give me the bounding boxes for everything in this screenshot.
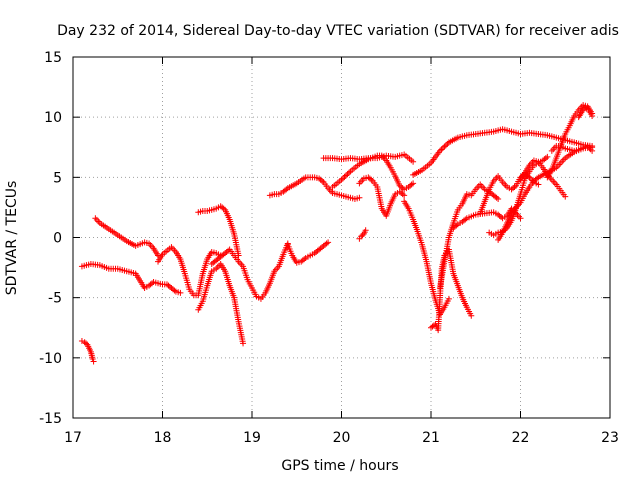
y-tick-label: -10: [39, 351, 62, 367]
data-point: [401, 192, 408, 199]
data-point: [90, 358, 97, 365]
data-point: [442, 142, 449, 149]
data-point: [323, 240, 330, 247]
data-point: [342, 172, 349, 179]
data-point: [544, 153, 551, 160]
data-point: [444, 140, 451, 147]
data-point: [517, 215, 524, 222]
x-tick-label: 23: [601, 430, 619, 446]
data-point: [438, 146, 445, 153]
data-point: [149, 280, 156, 287]
y-tick-label: 10: [44, 110, 62, 126]
data-point: [78, 337, 85, 344]
data-point: [399, 191, 406, 198]
data-point: [177, 289, 184, 296]
data-point: [439, 145, 446, 152]
data-point: [462, 216, 469, 223]
x-tick-labels: 17 18 19 20 21 22 23: [64, 430, 619, 446]
data-point: [319, 177, 326, 184]
axis-ticks: [72, 56, 611, 419]
x-tick-label: 19: [243, 430, 261, 446]
data-point: [220, 205, 227, 212]
y-tick-label: 5: [53, 170, 62, 186]
x-tick-label: 22: [512, 430, 530, 446]
data-point: [410, 158, 417, 165]
data-point: [533, 175, 540, 182]
data-point: [453, 222, 460, 229]
data-point: [562, 193, 569, 200]
grid-lines: [73, 57, 610, 418]
data-point: [445, 295, 452, 302]
data-point: [283, 186, 290, 193]
data-point: [362, 227, 369, 234]
y-axis-title: SDTVAR / TECUs: [4, 181, 20, 296]
data-point: [495, 195, 502, 202]
data-point: [468, 312, 475, 319]
data-point: [345, 169, 352, 176]
data-point: [235, 252, 242, 259]
data-point: [240, 340, 247, 347]
data-point: [368, 176, 375, 183]
data-point: [82, 340, 89, 347]
x-tick-label: 18: [154, 430, 172, 446]
data-point: [589, 112, 596, 119]
data-point: [339, 175, 346, 182]
data-point: [436, 147, 443, 154]
data-point: [408, 181, 415, 188]
x-tick-label: 20: [333, 430, 351, 446]
chart-title: Day 232 of 2014, Sidereal Day-to-day VTE…: [57, 23, 619, 39]
data-point: [410, 180, 417, 187]
data-point: [225, 247, 232, 254]
data-point: [535, 181, 542, 188]
data-point: [344, 171, 351, 178]
y-tick-label: 15: [44, 50, 62, 66]
data-point: [493, 194, 500, 201]
data-point: [301, 256, 308, 263]
x-axis-title: GPS time / hours: [281, 458, 398, 474]
x-tick-label: 17: [64, 430, 82, 446]
data-point: [589, 147, 596, 154]
y-tick-label: 0: [53, 231, 62, 247]
data-point: [542, 155, 549, 162]
data-point: [325, 239, 332, 246]
x-tick-label: 21: [422, 430, 440, 446]
data-point: [441, 143, 448, 150]
data-points: [78, 102, 596, 365]
data-point: [171, 287, 178, 294]
data-point: [511, 183, 518, 190]
data-point: [356, 194, 363, 201]
data-point: [338, 176, 345, 183]
y-tick-label: -5: [48, 291, 62, 307]
data-point: [359, 232, 366, 239]
y-tick-label: -15: [39, 411, 62, 427]
y-tick-labels: -15 -10 -5 0 5 10 15: [39, 50, 62, 427]
data-point: [341, 173, 348, 180]
